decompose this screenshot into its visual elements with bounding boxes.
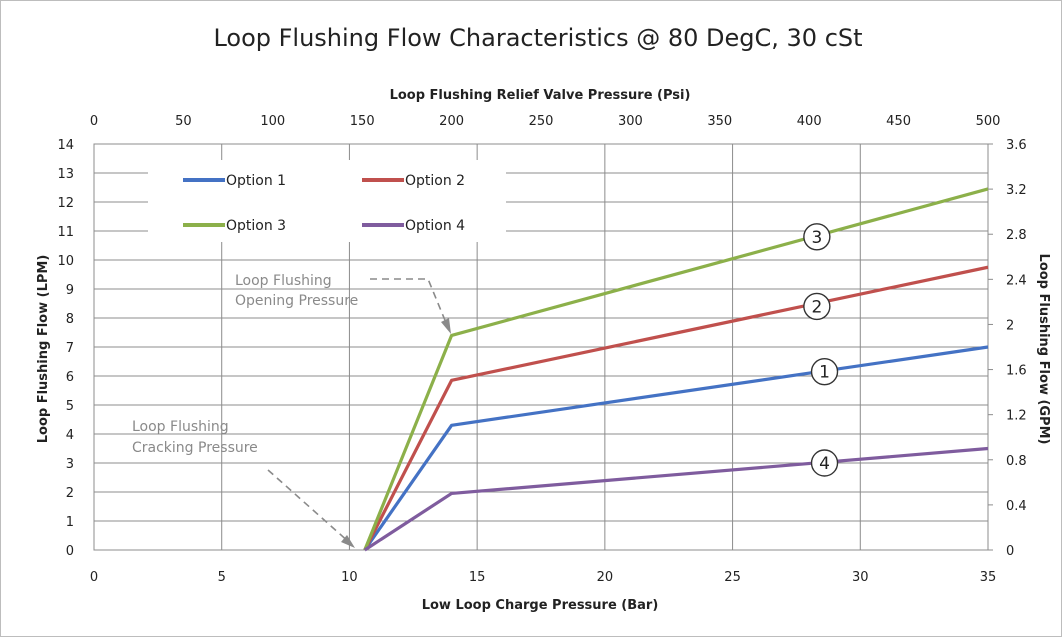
x-tick-label-0: 0: [90, 570, 98, 585]
callout-label-3: 3: [811, 228, 822, 248]
legend-label-option-4: Option 4: [405, 218, 465, 234]
annotations: Loop Flushing Opening Pressure Loop Flus…: [132, 273, 451, 548]
y-tick-label-11: 11: [57, 225, 74, 240]
x2-tick-label-8: 400: [797, 114, 822, 129]
y2-tick-label-4: 1.6: [1006, 364, 1027, 379]
y2-tick-label-2: 0.8: [1006, 454, 1027, 469]
series-line-option-4: [363, 446, 989, 552]
y2-tick-label-0: 0: [1006, 544, 1014, 559]
x-tick-label-6: 30: [852, 570, 869, 585]
cracking-pressure-leader: [267, 469, 351, 544]
callout-label-1: 1: [819, 363, 830, 383]
series-line-option-1: [363, 345, 989, 551]
y-tick-label-4: 4: [66, 428, 74, 443]
x-tick-label-3: 15: [469, 570, 486, 585]
y-tick-label-0: 0: [66, 544, 74, 559]
chart-title: Loop Flushing Flow Characteristics @ 80 …: [213, 24, 862, 52]
y-tick-label-14: 14: [57, 138, 74, 153]
legend-label-option-1: Option 1: [226, 173, 286, 189]
y2-tick-label-9: 3.6: [1006, 138, 1027, 153]
x-tick-label-1: 5: [218, 570, 226, 585]
y-tick-label-5: 5: [66, 399, 74, 414]
y-tick-label-9: 9: [66, 283, 74, 298]
y-tick-label-2: 2: [66, 486, 74, 501]
callout-circle-3: [803, 223, 831, 251]
opening-pressure-arrowhead: [441, 318, 451, 334]
callout-label-4: 4: [819, 454, 830, 474]
x2-tick-label-2: 100: [260, 114, 285, 129]
y2-tick-label-3: 1.2: [1006, 409, 1027, 424]
y-tick-label-10: 10: [57, 254, 74, 269]
y-axis-title: Loop Flushing Flow (LPM): [36, 255, 51, 444]
y2-tick-label-1: 0.4: [1006, 499, 1027, 514]
x2-tick-label-0: 0: [90, 114, 98, 129]
cracking-pressure-arrowhead: [341, 535, 355, 548]
y2-tick-label-6: 2.4: [1006, 273, 1027, 288]
x2-tick-label-5: 250: [529, 114, 554, 129]
opening-pressure-label-line1: Loop Flushing: [235, 273, 332, 289]
y2-axis-title: Loop Flushing Flow (GPM): [1036, 254, 1051, 445]
y2-tick-label-5: 2: [1006, 318, 1014, 333]
x-tick-label-5: 25: [724, 570, 741, 585]
y-tick-label-3: 3: [66, 457, 74, 472]
callout-circle-2: [803, 292, 831, 321]
x-tick-label-4: 20: [597, 570, 614, 585]
y-tick-label-7: 7: [66, 341, 74, 356]
opening-pressure-label-line2: Opening Pressure: [235, 293, 358, 309]
x-tick-label-2: 10: [341, 570, 358, 585]
series-callouts: 3 2 1 4: [803, 223, 839, 477]
legend: Option 1 Option 2 Option 3 Option 4: [148, 160, 506, 242]
x2-tick-label-4: 200: [439, 114, 464, 129]
x-tick-label-7: 35: [980, 570, 997, 585]
callout-circle-1: [810, 357, 839, 386]
x2-tick-label-6: 300: [618, 114, 643, 129]
x2-tick-label-7: 350: [707, 114, 732, 129]
cracking-pressure-label-line1: Loop Flushing: [132, 419, 229, 435]
x2-tick-label-3: 150: [350, 114, 375, 129]
y2-tick-label-7: 2.8: [1006, 228, 1027, 243]
callout-circle-4: [810, 449, 839, 477]
y-tick-label-13: 13: [57, 167, 74, 182]
y-tick-label-12: 12: [57, 196, 74, 211]
x2-tick-label-10: 500: [976, 114, 1001, 129]
x2-tick-label-9: 450: [886, 114, 911, 129]
cracking-pressure-label-line2: Cracking Pressure: [132, 440, 258, 456]
y2-tick-label-8: 3.2: [1006, 183, 1027, 198]
legend-label-option-3: Option 3: [226, 218, 286, 234]
y-tick-label-1: 1: [66, 515, 74, 530]
x2-axis-title: Loop Flushing Relief Valve Pressure (Psi…: [390, 88, 691, 103]
x2-tick-label-1: 50: [175, 114, 192, 129]
x-axis-title: Low Loop Charge Pressure (Bar): [422, 598, 659, 613]
callout-label-2: 2: [811, 297, 822, 317]
legend-label-option-2: Option 2: [405, 173, 465, 189]
y-tick-label-6: 6: [66, 370, 74, 385]
legend-background: [148, 160, 506, 242]
y-tick-label-8: 8: [66, 312, 74, 327]
